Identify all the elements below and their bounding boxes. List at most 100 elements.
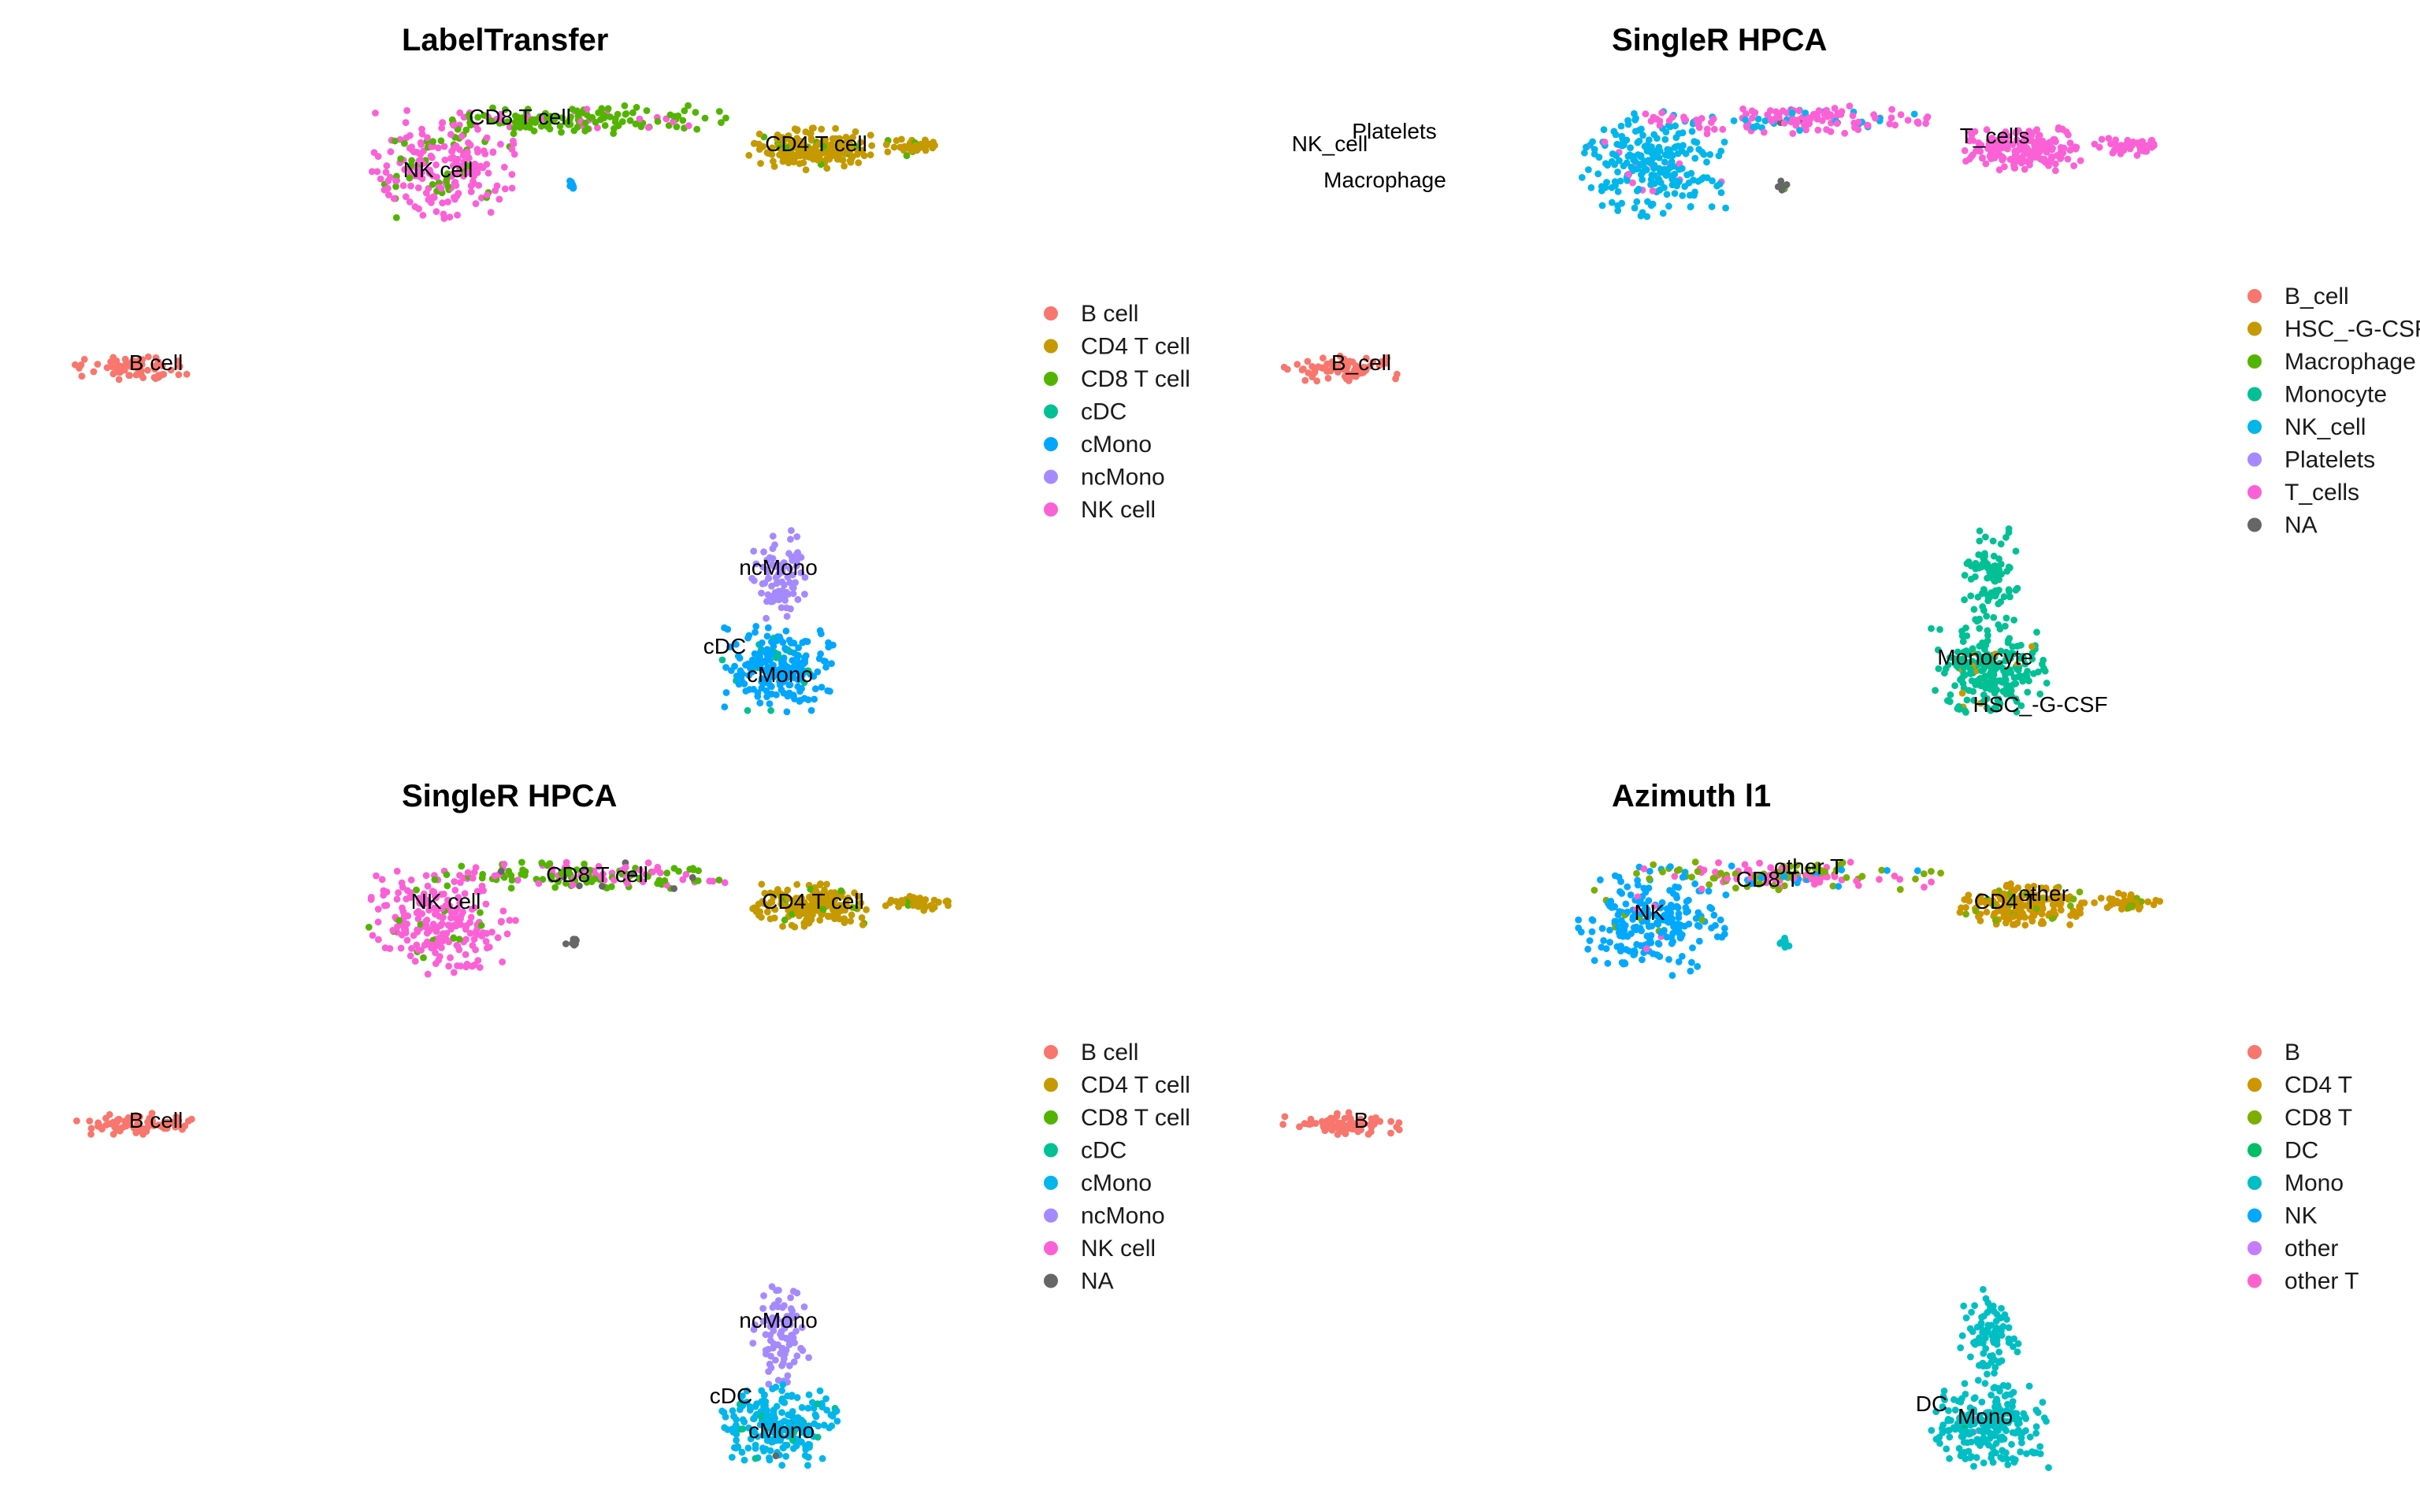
cell-point bbox=[644, 873, 651, 880]
cell-point bbox=[595, 109, 602, 117]
cell-point bbox=[666, 111, 674, 119]
cell-point bbox=[1279, 1121, 1287, 1128]
cell-point bbox=[1990, 613, 1998, 621]
cell-point bbox=[1992, 1440, 2000, 1447]
cell-point bbox=[1334, 369, 1342, 376]
cell-point bbox=[1609, 150, 1616, 158]
cell-point bbox=[403, 895, 410, 902]
cell-point bbox=[418, 141, 425, 148]
cell-point bbox=[2077, 157, 2084, 165]
cell-point bbox=[1969, 151, 1976, 158]
cell-point bbox=[903, 152, 911, 160]
legend-swatch bbox=[1044, 1045, 1058, 1059]
cell-point bbox=[789, 910, 796, 918]
cell-point bbox=[783, 708, 791, 716]
cell-point bbox=[184, 1117, 192, 1125]
cell-point bbox=[778, 1395, 786, 1403]
cell-point bbox=[765, 669, 773, 676]
cell-point bbox=[785, 1422, 792, 1429]
legend-item-nk: NK bbox=[2247, 1203, 2318, 1229]
legend-label: cMono bbox=[1081, 1170, 1152, 1196]
cell-point bbox=[1584, 945, 1592, 953]
cell-point bbox=[2127, 891, 2135, 899]
legend-item-cmono: cMono bbox=[1044, 1170, 1152, 1196]
scatter-points bbox=[1279, 858, 2164, 1471]
cell-point bbox=[576, 882, 583, 890]
cell-point bbox=[497, 868, 505, 875]
cell-point bbox=[558, 128, 565, 136]
cell-point bbox=[743, 1387, 751, 1395]
cell-point bbox=[1739, 105, 1746, 113]
cell-point bbox=[759, 143, 766, 150]
legend-label: Macrophage bbox=[2285, 349, 2416, 375]
cell-point bbox=[1668, 113, 1676, 121]
cell-point bbox=[841, 150, 848, 158]
cell-point bbox=[165, 1120, 173, 1128]
cell-point bbox=[499, 907, 507, 915]
cell-point bbox=[1308, 1119, 1316, 1127]
cell-point bbox=[2039, 917, 2046, 925]
cell-point bbox=[1934, 646, 1942, 654]
cell-point bbox=[1937, 869, 1944, 877]
cell-point bbox=[793, 1394, 801, 1402]
cell-point bbox=[1631, 128, 1639, 135]
cell-point bbox=[670, 118, 677, 125]
cell-point bbox=[1914, 118, 1921, 126]
cell-point bbox=[1958, 1332, 1966, 1340]
cell-point bbox=[1679, 192, 1687, 199]
cell-point bbox=[797, 554, 805, 561]
cell-point bbox=[756, 664, 764, 672]
legend-label: ncMono bbox=[1081, 1203, 1165, 1229]
cell-point bbox=[1717, 916, 1724, 924]
cell-point bbox=[728, 667, 735, 674]
cell-point bbox=[798, 1404, 806, 1411]
cell-point bbox=[1803, 871, 1811, 879]
cell-point bbox=[1590, 887, 1598, 894]
cluster-label-mono: Mono bbox=[1958, 1404, 2013, 1429]
cell-point bbox=[1635, 898, 1643, 906]
cell-point bbox=[462, 951, 470, 958]
cell-point bbox=[761, 1403, 769, 1411]
cell-point bbox=[1781, 939, 1789, 947]
cell-point bbox=[1813, 113, 1821, 120]
cluster-label-nk-cell: NK_cell bbox=[1292, 132, 1368, 156]
cell-point bbox=[1976, 148, 1984, 155]
cell-point bbox=[467, 188, 475, 195]
cell-point bbox=[1628, 930, 1635, 937]
cell-point bbox=[1986, 1435, 1994, 1442]
cell-point bbox=[524, 106, 532, 113]
cell-point bbox=[837, 893, 845, 900]
cell-point bbox=[715, 876, 723, 884]
cell-point bbox=[444, 896, 451, 904]
cell-point bbox=[393, 867, 401, 875]
legend-swatch bbox=[2247, 321, 2262, 336]
cell-point bbox=[470, 177, 477, 185]
legend-swatch bbox=[1044, 1110, 1058, 1125]
cell-point bbox=[424, 970, 432, 978]
cell-point bbox=[763, 646, 771, 654]
cell-point bbox=[1688, 128, 1696, 135]
cell-point bbox=[841, 919, 848, 926]
cell-point bbox=[1976, 1334, 1983, 1342]
cell-point bbox=[556, 122, 564, 130]
cell-point bbox=[1691, 138, 1698, 146]
cell-point bbox=[447, 131, 455, 139]
cell-point bbox=[1659, 868, 1666, 876]
cell-point bbox=[1972, 616, 1979, 624]
cell-point bbox=[420, 954, 427, 962]
cell-point bbox=[512, 917, 519, 925]
legend-swatch bbox=[1044, 1208, 1058, 1223]
cell-point bbox=[424, 882, 432, 890]
cell-point bbox=[751, 1429, 759, 1436]
cell-point bbox=[795, 899, 803, 906]
cell-point bbox=[1358, 1117, 1366, 1125]
cell-point bbox=[778, 578, 786, 586]
cell-point bbox=[826, 150, 833, 158]
cell-point bbox=[1703, 125, 1711, 133]
cell-point bbox=[2129, 141, 2136, 149]
cell-point bbox=[508, 876, 516, 884]
cell-point bbox=[1724, 875, 1731, 883]
cell-point bbox=[2025, 128, 2033, 135]
cell-point bbox=[1962, 910, 1969, 918]
cell-point bbox=[129, 357, 137, 365]
